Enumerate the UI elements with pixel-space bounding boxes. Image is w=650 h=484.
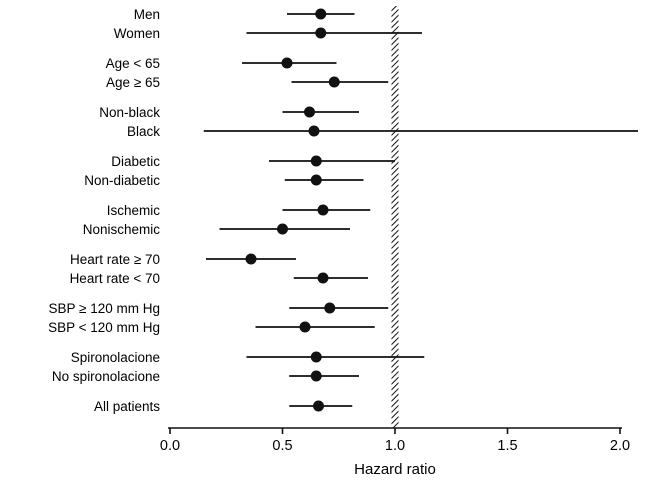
subgroup-label: Spironolacione <box>71 350 160 365</box>
point-estimate-dot <box>310 155 322 167</box>
point-estimate-dot <box>317 204 329 216</box>
point-estimate-dot <box>310 174 322 186</box>
x-axis-title: Hazard ratio <box>354 461 436 478</box>
point-estimate-dot <box>308 125 320 137</box>
subgroup-label: SBP < 120 mm Hg <box>48 320 160 335</box>
subgroup-label: No spironolacione <box>52 369 160 384</box>
point-estimate-dot <box>299 321 311 333</box>
subgroup-label: Ischemic <box>107 203 161 218</box>
point-estimate-dot <box>313 400 324 412</box>
x-axis-tick-label: 0.5 <box>272 438 292 454</box>
x-axis-tick-label: 2.0 <box>610 438 630 454</box>
subgroup-label: Age < 65 <box>106 56 160 71</box>
point-estimate-dot <box>304 106 315 118</box>
x-axis-tick-label: 1.5 <box>497 438 517 454</box>
point-estimate-dot <box>277 223 288 235</box>
subgroup-label: Men <box>134 7 160 22</box>
point-estimate-dot <box>315 8 327 20</box>
point-estimate-dot <box>310 351 322 363</box>
x-axis-tick-label: 1.0 <box>385 438 405 454</box>
point-estimate-dot <box>324 302 336 314</box>
subgroup-label: Age ≥ 65 <box>106 75 160 90</box>
subgroup-label: All patients <box>94 399 160 414</box>
point-estimate-dot <box>310 370 322 382</box>
subgroup-label: Nonischemic <box>83 222 161 237</box>
subgroup-label: Heart rate < 70 <box>70 271 160 286</box>
point-estimate-dot <box>328 76 340 88</box>
reference-line <box>391 6 399 428</box>
subgroup-label: SBP ≥ 120 mm Hg <box>49 301 160 316</box>
point-estimate-dot <box>281 57 293 69</box>
subgroup-label: Diabetic <box>111 154 160 169</box>
point-estimate-dot <box>245 253 257 265</box>
x-axis-tick-label: 0.0 <box>160 438 180 454</box>
subgroup-label: Non-diabetic <box>84 173 160 188</box>
subgroup-label: Black <box>127 124 160 139</box>
subgroup-label: Women <box>114 26 160 41</box>
point-estimate-dot <box>315 27 327 39</box>
subgroup-label: Heart rate ≥ 70 <box>70 252 160 267</box>
subgroup-label: Non-black <box>99 105 160 120</box>
point-estimate-dot <box>317 272 329 284</box>
